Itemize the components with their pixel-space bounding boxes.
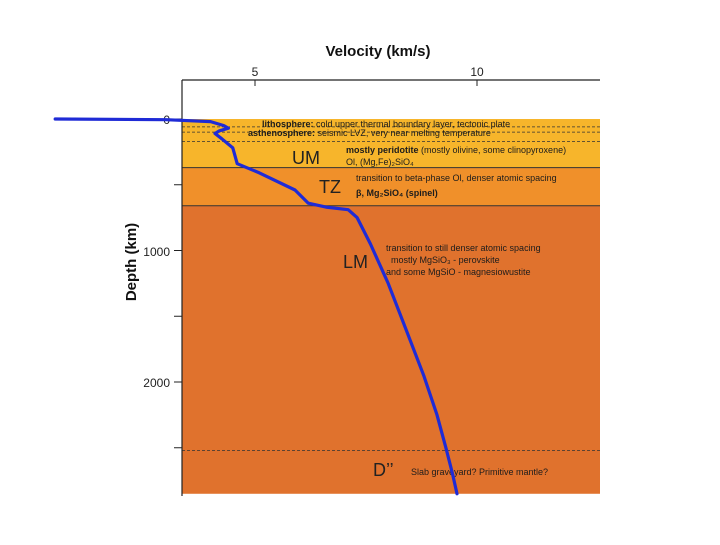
x-tick-label-5: 5 xyxy=(252,65,259,79)
y-axis-label: Depth (km) xyxy=(123,223,140,301)
zone-label-lm: LM xyxy=(343,252,368,272)
x-tick-label-10: 10 xyxy=(470,65,484,79)
lithosphere-annotation: lithosphere: cold upper thermal boundary… xyxy=(262,119,510,129)
zone-label-d2: D’’ xyxy=(373,460,394,480)
velocity-profile-line xyxy=(53,117,459,496)
lm-annotation-line3: and some MgSiO - magnesiowustite xyxy=(386,267,531,277)
tz-annotation-line2: β, Mg₂SiO₄ (spinel) xyxy=(356,188,438,198)
asthenosphere-annotation: asthenosphere: seismic LVZ, very near me… xyxy=(248,128,491,138)
lm-annotation-line1: transition to still denser atomic spacin… xyxy=(386,243,541,253)
d2-annotation: Slab graveyard? Primitive mantle? xyxy=(411,467,548,477)
y-tick-label-1000: 1000 xyxy=(143,245,170,259)
layer-lm xyxy=(182,205,600,494)
tz-annotation-line1: transition to beta-phase Ol, denser atom… xyxy=(356,173,557,183)
um-annotation-line1: mostly peridotite (mostly olivine, some … xyxy=(346,145,566,155)
um-annotation-line2: Ol, (Mg,Fe)₂SiO₄ xyxy=(346,157,414,167)
chart-title: Velocity (km/s) xyxy=(325,43,430,60)
layer-boundaries xyxy=(182,126,600,451)
layer-um xyxy=(182,119,600,168)
layer-tz xyxy=(182,167,600,206)
layer-fills xyxy=(182,119,600,494)
zone-label-um: UM xyxy=(292,148,320,168)
zone-label-tz: TZ xyxy=(319,177,341,197)
lm-annotation-line2: mostly MgSiO₃ - perovskite xyxy=(391,255,500,265)
y-tick-label-2000: 2000 xyxy=(143,376,170,390)
